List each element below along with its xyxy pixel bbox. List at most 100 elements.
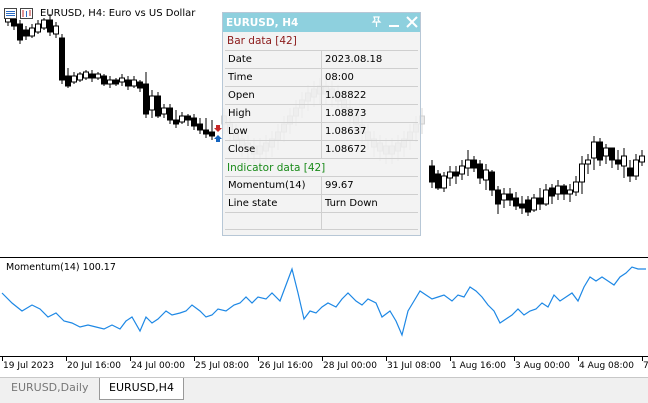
candle (47, 14, 53, 36)
candle (477, 160, 483, 184)
candle (453, 166, 459, 184)
tab-eurusd-daily[interactable]: EURUSD,Daily (11, 381, 89, 394)
candle (71, 72, 77, 84)
time-label: 25 Jul 08:00 (195, 361, 249, 371)
time-label: 24 Jul 00:00 (131, 361, 185, 371)
table-row: Line state Turn Down (225, 194, 418, 212)
candle (573, 176, 579, 196)
row-key: Line state (225, 195, 322, 212)
tab-eurusd-h4[interactable]: EURUSD,H4 (99, 378, 184, 400)
candle (161, 104, 167, 118)
candle (567, 184, 573, 202)
candle (107, 76, 113, 88)
row-value: 1.08873 (325, 108, 367, 119)
time-label: 20 Jul 16:00 (67, 361, 121, 371)
panel-titlebar[interactable]: EURUSD, H4 (223, 13, 420, 32)
time-tick (194, 357, 195, 361)
table-row: Date 2023.08.18 (225, 50, 418, 68)
chart-menu-icon[interactable] (4, 7, 17, 19)
candle (143, 72, 149, 118)
time-label: 1 Aug 16:00 (451, 361, 506, 371)
candle (471, 156, 477, 172)
candle (513, 192, 519, 210)
candle (191, 114, 197, 130)
row-key: Open (225, 87, 322, 104)
chart-separator[interactable] (0, 257, 648, 258)
candle (561, 184, 567, 200)
candle (585, 154, 591, 174)
momentum-chart[interactable] (0, 259, 648, 356)
time-label: 4 Aug 08:00 (579, 361, 634, 371)
panel-title: EURUSD, H4 (226, 16, 299, 29)
candle (549, 184, 555, 204)
buy-arrow-icon (214, 135, 222, 142)
candle (53, 22, 59, 38)
candle (495, 186, 501, 214)
candle (23, 26, 29, 40)
table-row: High 1.08873 (225, 104, 418, 122)
table-row (225, 212, 418, 230)
indicator-separator[interactable] (0, 356, 648, 357)
candle (579, 156, 585, 194)
time-tick (642, 357, 643, 361)
candle (435, 170, 441, 190)
row-value: 1.08822 (325, 90, 367, 101)
candle (83, 70, 89, 80)
time-tick (258, 357, 259, 361)
time-label: 3 Aug 00:00 (515, 361, 570, 371)
indicator-data-table: Momentum(14) 99.67 Line state Turn Down (223, 176, 420, 230)
row-key: Low (225, 123, 322, 140)
row-value: 08:00 (325, 72, 354, 83)
time-axis[interactable]: 19 Jul 2023 20 Jul 16:00 24 Jul 00:00 25 Ju… (0, 357, 648, 377)
time-label: 28 Jul 00:00 (323, 361, 377, 371)
candle (149, 90, 155, 118)
row-value: 2023.08.18 (325, 54, 383, 65)
data-window-panel[interactable]: EURUSD, H4 Bar data [42] Date 2023.08.18 … (222, 12, 421, 236)
candle (185, 114, 191, 126)
candle (119, 74, 125, 86)
candle (65, 68, 71, 88)
minimize-icon[interactable] (387, 15, 401, 29)
candle (459, 160, 465, 180)
candle (429, 160, 435, 188)
time-tick (386, 357, 387, 361)
table-row: Close 1.08672 (225, 140, 418, 158)
indicator-data-heading: Indicator data [42] (225, 158, 418, 176)
candle (131, 76, 137, 88)
candle (555, 180, 561, 200)
indicator-label: Momentum(14) 100.17 (6, 262, 116, 273)
candle (465, 150, 471, 176)
time-tick (514, 357, 515, 361)
row-value: 1.08637 (325, 126, 367, 137)
table-row: Low 1.08637 (225, 122, 418, 140)
candle (203, 118, 209, 138)
candle (519, 196, 525, 214)
candle (603, 144, 609, 164)
candle (441, 172, 447, 192)
candle (137, 80, 143, 92)
candle (29, 24, 35, 38)
candle (609, 147, 615, 168)
candle (89, 70, 95, 82)
candle (531, 194, 537, 212)
row-key: Close (225, 141, 322, 158)
momentum-line (1, 266, 646, 337)
candle (167, 104, 173, 124)
pin-icon[interactable] (369, 15, 383, 29)
chart-header: EURUSD, H4: Euro vs US Dollar (4, 6, 195, 20)
time-tick (2, 357, 3, 361)
candle (543, 184, 549, 206)
candle (615, 150, 621, 170)
close-icon[interactable] (405, 15, 419, 29)
candle (639, 150, 645, 166)
candle (525, 196, 531, 216)
candle (447, 166, 453, 186)
time-tick (450, 357, 451, 361)
chart-type-icon[interactable] (20, 7, 33, 19)
candle (597, 138, 603, 166)
time-label: 7 (643, 361, 648, 371)
candle (507, 188, 513, 206)
row-key: Momentum(14) (225, 177, 322, 194)
candle (41, 18, 47, 30)
candle (209, 120, 215, 140)
